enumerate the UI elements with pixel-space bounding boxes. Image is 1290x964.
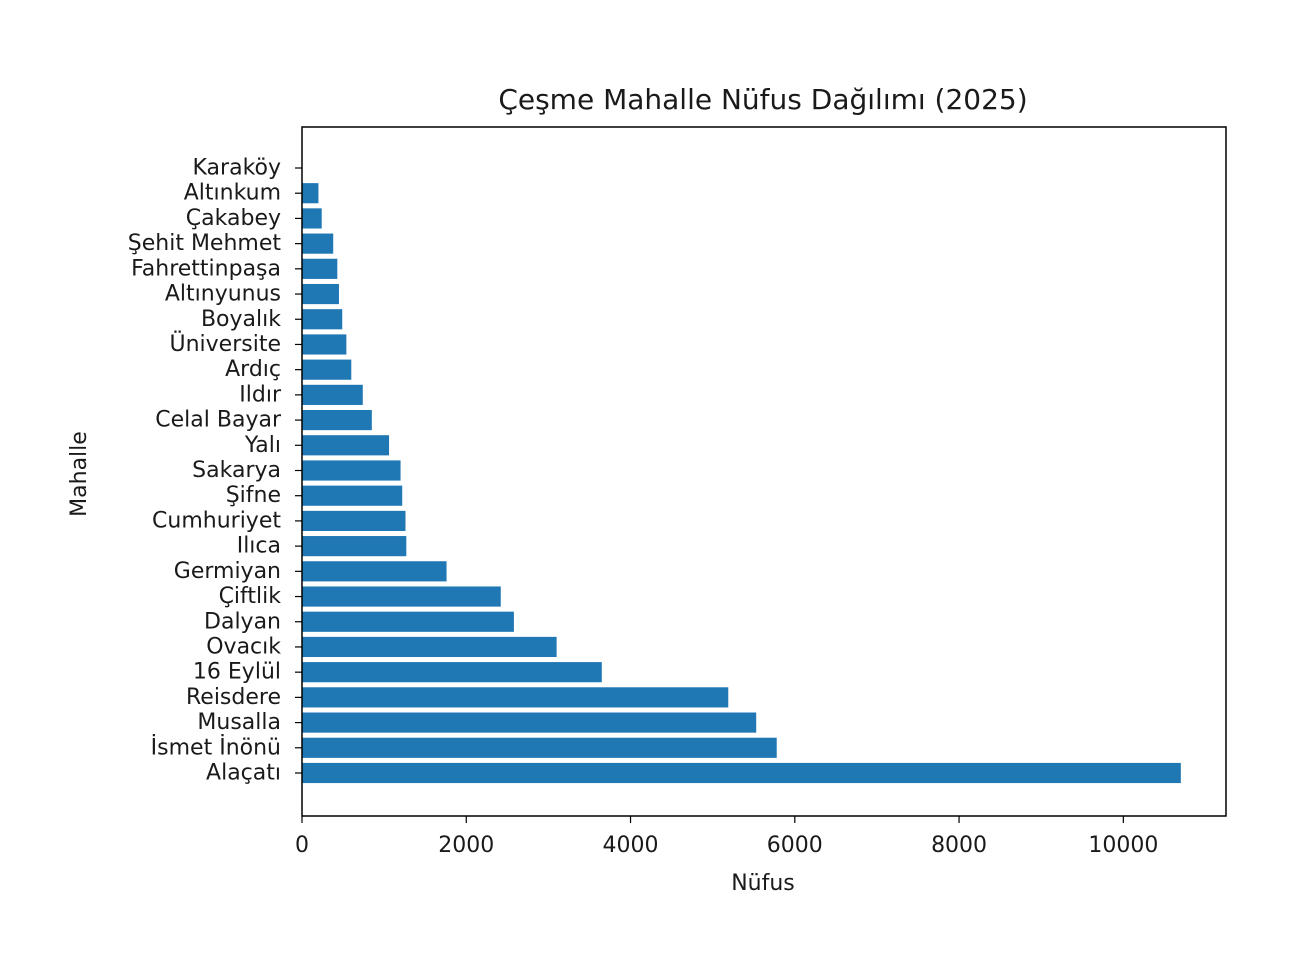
y-tick-label: Dalyan [204, 609, 281, 634]
bar-19 [302, 283, 339, 305]
y-tick-label: Boyalık [201, 307, 281, 332]
y-axis-label: Mahalle [67, 431, 92, 517]
y-tick-label: Ardıç [225, 357, 281, 382]
bar-4 [302, 662, 602, 683]
y-tick-label: Şifne [226, 483, 281, 508]
bar-3 [302, 687, 729, 708]
y-tick-label: Cumhuriyet [152, 508, 281, 533]
y-tick-label: 16 Eylül [193, 660, 281, 685]
bar-8 [302, 561, 447, 582]
bar-6 [302, 611, 514, 632]
bar-14 [302, 410, 372, 431]
y-tick-label: Germiyan [174, 559, 281, 584]
y-tick-label: Yalı [244, 433, 281, 458]
bar-17 [302, 334, 347, 355]
y-tick-label: Çiftlik [219, 584, 282, 609]
y-tick-label: Altınyunus [165, 282, 281, 307]
chart-title: Çeşme Mahalle Nüfus Dağılımı (2025) [498, 83, 1027, 116]
y-tick-label: Üniversite [170, 331, 282, 357]
bar-2 [302, 712, 757, 733]
bar-0 [302, 762, 1181, 784]
bar-21 [302, 233, 334, 254]
bar-22 [302, 208, 322, 229]
x-tick-label: 6000 [767, 833, 823, 858]
bars-group [302, 183, 1181, 784]
y-tick-label: Sakarya [192, 458, 281, 483]
x-tick-label: 2000 [438, 833, 494, 858]
y-tick-label: Ildır [239, 382, 282, 407]
bar-7 [302, 586, 501, 607]
x-tick-label: 0 [295, 833, 309, 858]
bar-23 [302, 183, 319, 204]
bar-10 [302, 510, 406, 531]
y-tick-label: İsmet İnönü [151, 734, 281, 760]
bar-18 [302, 309, 343, 330]
bar-15 [302, 384, 363, 405]
bar-9 [302, 536, 407, 557]
bar-11 [302, 485, 403, 506]
x-axis-ticks: 0 2000 4000 6000 8000 10000 [295, 816, 1158, 858]
bar-20 [302, 258, 338, 279]
bar-12 [302, 460, 401, 481]
x-axis-label: Nüfus [731, 871, 795, 896]
bar-5 [302, 636, 557, 658]
y-tick-label: Şehit Mehmet [128, 231, 282, 256]
y-tick-label: Alaçatı [206, 761, 281, 786]
bar-1 [302, 737, 777, 758]
y-tick-label: Karaköy [193, 156, 281, 181]
x-tick-label: 10000 [1088, 833, 1158, 858]
y-tick-label: Çakabey [186, 206, 281, 231]
y-tick-label: Fahrettinpaşa [131, 256, 281, 281]
y-tick-label: Celal Bayar [155, 408, 282, 433]
x-tick-label: 8000 [931, 833, 987, 858]
y-tick-label: Altınkum [184, 181, 281, 206]
x-tick-label: 4000 [603, 833, 659, 858]
plot-frame [301, 126, 1227, 817]
y-tick-label: Musalla [197, 710, 281, 735]
bar-16 [302, 359, 352, 380]
y-tick-label: Reisdere [186, 685, 281, 710]
y-tick-label: Ilıca [237, 534, 281, 559]
bar-13 [302, 435, 390, 456]
y-tick-label: Ovacık [206, 634, 281, 659]
